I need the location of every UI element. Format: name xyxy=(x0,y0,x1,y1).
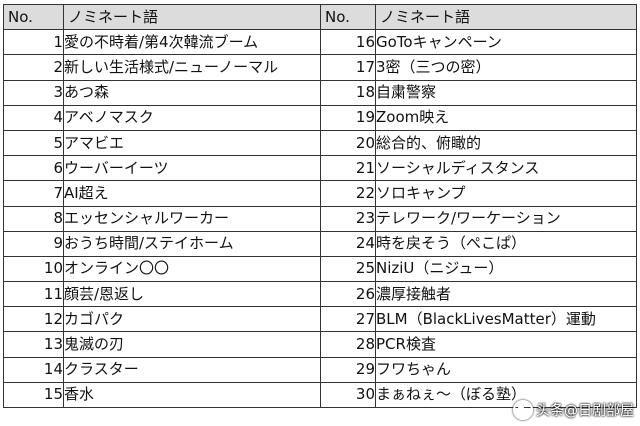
row-number-left: 8 xyxy=(3,205,64,232)
nominee-term-right: PCR検査 xyxy=(375,331,637,358)
row-number-left: 9 xyxy=(3,230,64,257)
row-number-left: 10 xyxy=(3,255,64,283)
header-no-right: No. xyxy=(320,3,376,31)
row-number-left: 4 xyxy=(3,104,64,131)
watermark-logo-icon xyxy=(513,400,533,420)
watermark: 头条@日剧部屋 xyxy=(513,400,634,420)
nominee-term-right: Zoom映え xyxy=(375,104,637,131)
nominee-term-left: 愛の不時着/第4次韓流ブーム xyxy=(63,29,321,56)
nominee-term-right: 総合的、俯瞰的 xyxy=(375,129,637,157)
nominee-term-right: 自粛警察 xyxy=(375,79,637,106)
row-number-right: 16 xyxy=(320,29,376,56)
row-number-right: 23 xyxy=(320,205,376,232)
table-row: 7 AI超え 22 ソロキャンプ xyxy=(3,180,637,207)
table-row: 6 ウーバーイーツ 21 ソーシャルディスタンス xyxy=(3,155,637,182)
nominee-table: No. ノミネート語 No. ノミネート語 1 愛の不時着/第4次韓流ブーム 16 G… xyxy=(3,3,637,409)
row-number-right: 25 xyxy=(320,255,376,283)
row-number-left: 1 xyxy=(3,29,64,56)
row-number-right: 19 xyxy=(320,104,376,131)
table-row: 15 香水 30 まぁねぇ～（ぼる塾） xyxy=(3,381,637,409)
table-row: 4 アベノマスク 19 Zoom映え xyxy=(3,104,637,131)
table-row: 14 クラスター 29 フワちゃん xyxy=(3,356,637,383)
row-number-left: 5 xyxy=(3,129,64,157)
nominee-term-left: 顔芸/恩返し xyxy=(63,281,321,308)
row-number-right: 26 xyxy=(320,281,376,308)
nominee-term-right: ソロキャンプ xyxy=(375,180,637,207)
nominee-term-left: オンライン〇〇 xyxy=(63,255,321,283)
nominee-term-left: エッセンシャルワーカー xyxy=(63,205,321,232)
row-number-left: 15 xyxy=(3,381,64,409)
table-row: 3 あつ森 18 自粛警察 xyxy=(3,79,637,106)
header-term-right: ノミネート語 xyxy=(375,3,637,31)
nominee-term-right: 時を戻そう（ぺこぱ） xyxy=(375,230,637,257)
row-number-left: 12 xyxy=(3,306,64,333)
table-row: 2 新しい生活様式/ニューノーマル 17 3密（三つの密） xyxy=(3,54,637,81)
nominee-term-right: フワちゃん xyxy=(375,356,637,383)
nominee-term-left: クラスター xyxy=(63,356,321,383)
row-number-right: 21 xyxy=(320,155,376,182)
table-row: 13 鬼滅の刃 28 PCR検査 xyxy=(3,331,637,358)
nominee-term-left: アマビエ xyxy=(63,129,321,157)
row-number-right: 18 xyxy=(320,79,376,106)
nominee-term-left: あつ森 xyxy=(63,79,321,106)
table-row: 12 カゴパク 27 BLM（BlackLivesMatter）運動 xyxy=(3,306,637,333)
nominee-term-left: 香水 xyxy=(63,381,321,409)
nominee-term-right: BLM（BlackLivesMatter）運動 xyxy=(375,306,637,333)
nominee-term-left: 新しい生活様式/ニューノーマル xyxy=(63,54,321,81)
row-number-left: 14 xyxy=(3,356,64,383)
nominee-term-right: GoToキャンペーン xyxy=(375,29,637,56)
row-number-right: 29 xyxy=(320,356,376,383)
header-no-left: No. xyxy=(3,3,64,31)
nominee-term-right: テレワーク/ワーケーション xyxy=(375,205,637,232)
table-row: 1 愛の不時着/第4次韓流ブーム 16 GoToキャンペーン xyxy=(3,29,637,56)
nominee-term-right: NiziU（ニジュー） xyxy=(375,255,637,283)
row-number-right: 22 xyxy=(320,180,376,207)
row-number-left: 2 xyxy=(3,54,64,81)
row-number-left: 11 xyxy=(3,281,64,308)
table-row: 10 オンライン〇〇 25 NiziU（ニジュー） xyxy=(3,255,637,283)
nominee-term-right: 濃厚接触者 xyxy=(375,281,637,308)
row-number-left: 3 xyxy=(3,79,64,106)
row-number-left: 7 xyxy=(3,180,64,207)
table-row: 9 おうち時間/ステイホーム 24 時を戻そう（ぺこぱ） xyxy=(3,230,637,257)
table-row: 5 アマビエ 20 総合的、俯瞰的 xyxy=(3,129,637,157)
watermark-text: 头条@日剧部屋 xyxy=(536,403,634,419)
row-number-right: 27 xyxy=(320,306,376,333)
nominee-term-left: アベノマスク xyxy=(63,104,321,131)
header-row: No. ノミネート語 No. ノミネート語 xyxy=(3,3,637,31)
nominee-term-left: 鬼滅の刃 xyxy=(63,331,321,358)
nominee-term-right: 3密（三つの密） xyxy=(375,54,637,81)
nominee-term-right: まぁねぇ～（ぼる塾） xyxy=(375,381,637,409)
table-row: 11 顔芸/恩返し 26 濃厚接触者 xyxy=(3,281,637,308)
nominee-term-left: おうち時間/ステイホーム xyxy=(63,230,321,257)
row-number-right: 24 xyxy=(320,230,376,257)
nominee-term-left: ウーバーイーツ xyxy=(63,155,321,182)
table-row: 8 エッセンシャルワーカー 23 テレワーク/ワーケーション xyxy=(3,205,637,232)
row-number-left: 13 xyxy=(3,331,64,358)
row-number-right: 30 xyxy=(320,381,376,409)
row-number-left: 6 xyxy=(3,155,64,182)
nominee-term-left: AI超え xyxy=(63,180,321,207)
nominee-term-right: ソーシャルディスタンス xyxy=(375,155,637,182)
row-number-right: 28 xyxy=(320,331,376,358)
nominee-term-left: カゴパク xyxy=(63,306,321,333)
row-number-right: 17 xyxy=(320,54,376,81)
row-number-right: 20 xyxy=(320,129,376,157)
header-term-left: ノミネート語 xyxy=(63,3,321,31)
